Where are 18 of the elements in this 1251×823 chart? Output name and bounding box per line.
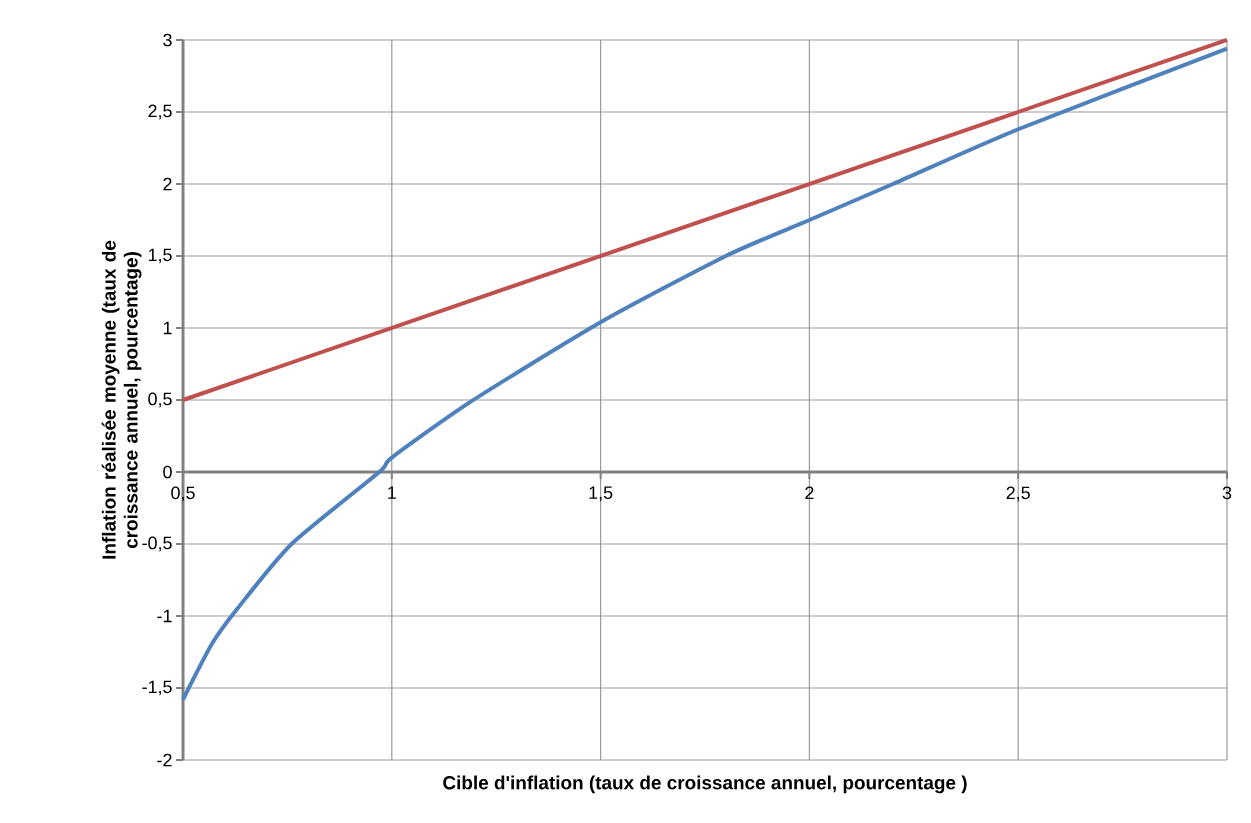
y-tick-label: 0,5 [148, 392, 172, 408]
y-tick-label: 2,5 [148, 104, 172, 120]
x-tick-label: 2,5 [1006, 486, 1030, 502]
x-tick-label: 2 [805, 486, 814, 500]
y-axis-title: Inflation réalisée moyenne (taux de croissance annuel, pourcentage) [101, 240, 142, 559]
y-tick-label: 3 [163, 33, 172, 47]
y-tick-label: -2 [157, 753, 172, 767]
x-tick-label: 1,5 [589, 486, 613, 502]
y-tick-label: 2 [163, 177, 172, 191]
x-axis-title: Cible d'inflation (taux de croissance annuel, pourcentage ) [443, 775, 967, 794]
y-tick-label: -1 [157, 609, 172, 623]
y-tick-label: -0,5 [142, 536, 172, 552]
y-tick-label: 0 [163, 465, 172, 479]
x-tick-label: 1 [388, 486, 396, 499]
y-tick-label: 1,5 [148, 248, 172, 264]
y-tick-label: 1 [163, 321, 172, 335]
y-tick-label: -1,5 [142, 680, 172, 696]
x-tick-label: 3 [1222, 486, 1232, 500]
